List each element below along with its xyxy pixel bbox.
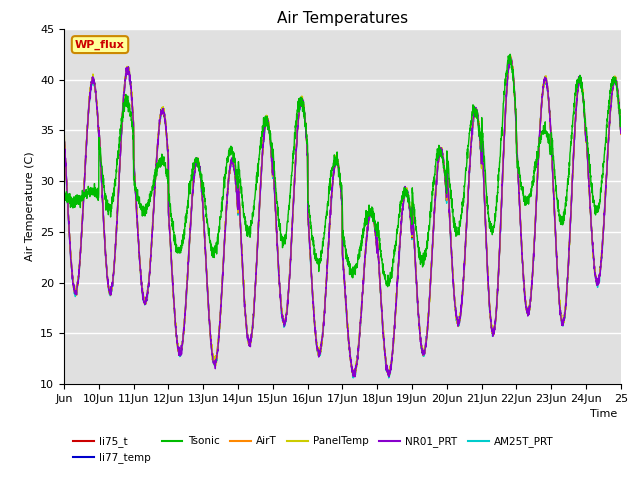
Title: Air Temperatures: Air Temperatures (277, 11, 408, 26)
Y-axis label: Air Temperature (C): Air Temperature (C) (24, 152, 35, 261)
Legend: li75_t, li77_temp, Tsonic, AirT, PanelTemp, NR01_PRT, AM25T_PRT: li75_t, li77_temp, Tsonic, AirT, PanelTe… (69, 432, 557, 468)
X-axis label: Time: Time (591, 409, 618, 419)
Text: WP_flux: WP_flux (75, 39, 125, 50)
